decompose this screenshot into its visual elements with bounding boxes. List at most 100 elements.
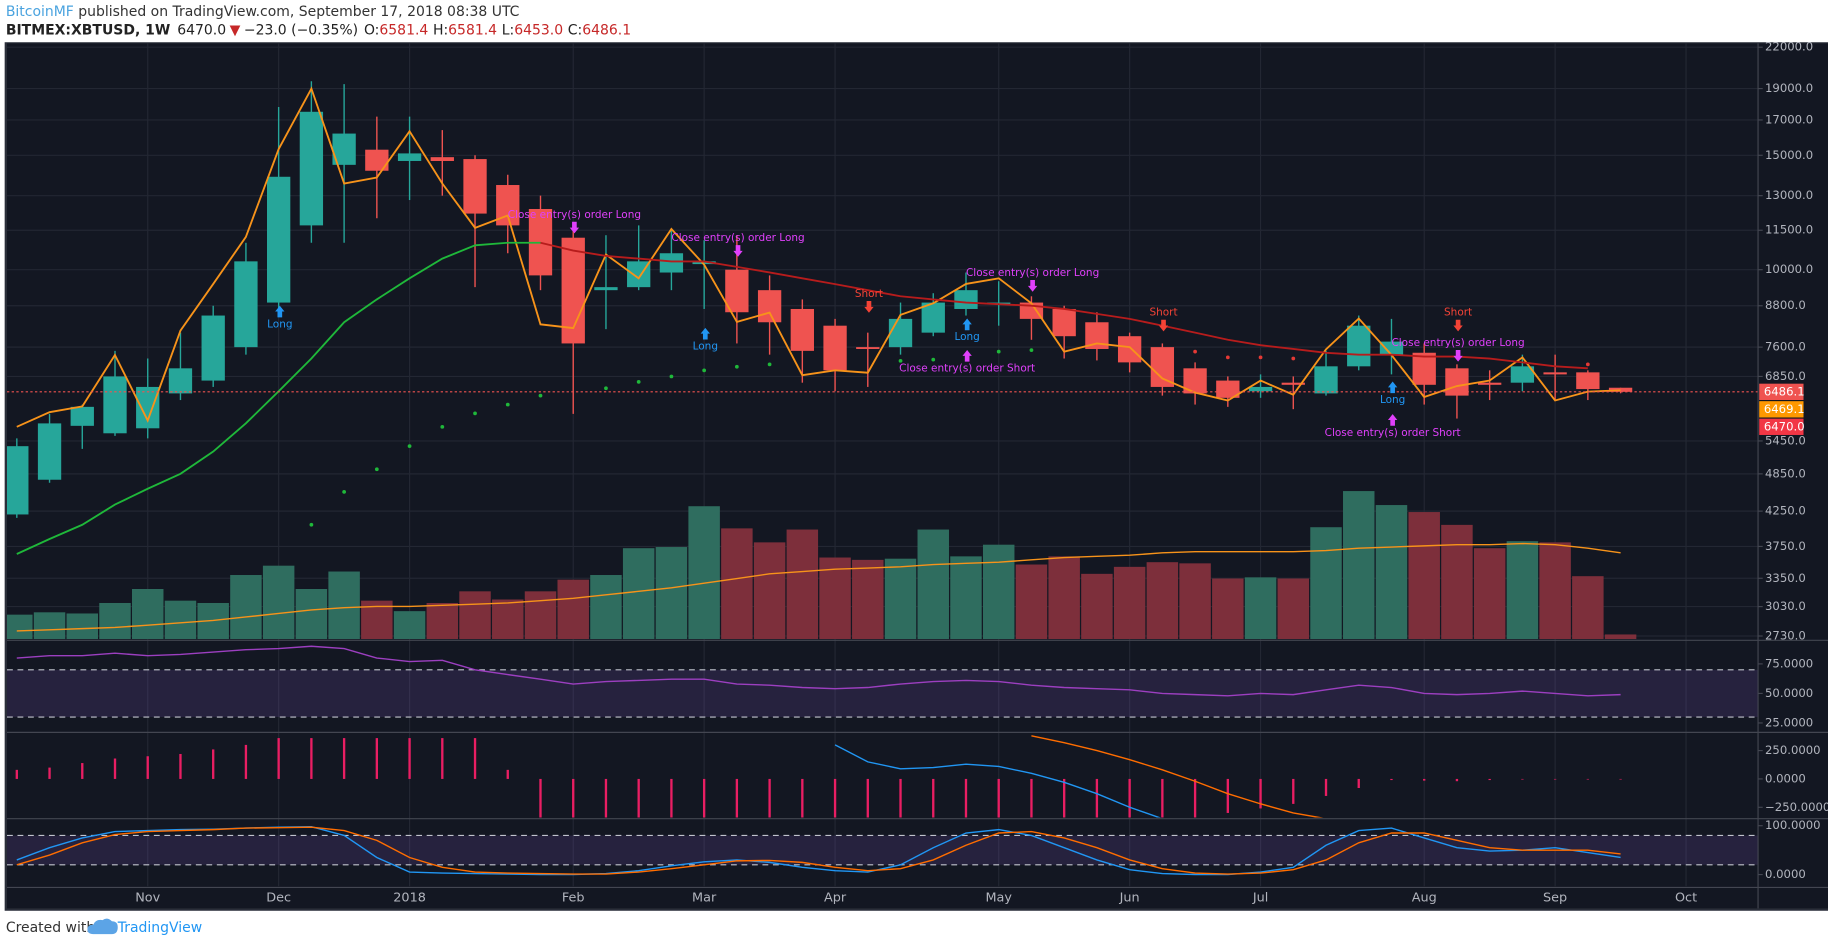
y-tick-label: 4250.0 [1765,504,1806,518]
sar-dot [636,379,641,384]
macd-histogram-bar [1455,778,1459,782]
candle-body [1281,382,1305,385]
brand-logo [87,918,118,935]
strategy-label: Close entry(s) order Short [899,363,1035,375]
candle-body [1510,366,1535,383]
price-tag [1759,418,1804,435]
macd-histogram-bar [866,778,869,818]
y-tick-label: 3030.0 [1765,599,1806,613]
sar-dot [669,374,674,379]
volume-bar [622,548,655,640]
y-tick-label: 11500.0 [1765,223,1813,237]
y-tick-label: 0.0000 [1765,771,1806,785]
change-arrow: ▼ [230,23,241,39]
volume-bar [557,579,589,640]
candle-body [1085,322,1109,349]
macd-histogram-bar [473,738,477,779]
sar-dot [767,362,772,367]
candle-body [168,368,193,394]
candle-body [266,176,291,303]
candle-body [954,290,978,309]
candle-body [1216,380,1240,398]
x-tick-label: 2018 [393,890,426,905]
author[interactable]: BitcoinMF [6,4,74,20]
volume-bar [6,614,33,640]
candle-body [1314,366,1338,394]
x-tick-label: Mar [692,890,717,905]
volume-bar [1604,634,1637,640]
candle-body [1379,341,1404,355]
volume-bar [753,542,786,640]
macd-histogram-bar [277,738,280,779]
y-tick-label: 22000.0 [1765,40,1813,54]
sar-dot [996,349,1001,354]
footer-brand[interactable]: TradingView [117,920,202,936]
low-value: 6453.0 [514,23,563,39]
volume-bar [852,559,884,640]
y-tick-label: 19000.0 [1765,81,1813,95]
sar-dot [1193,349,1197,354]
y-tick-label: 25.0000 [1765,715,1813,729]
candle-body [397,153,422,161]
volume-bar [1048,556,1080,640]
macd-histogram-bar [1586,778,1590,780]
strategy-arrow [569,221,580,234]
volume-bar [99,602,131,640]
strategy-label: Close entry(s) order Long [1391,337,1524,349]
strategy-arrow [962,318,972,331]
candle-body [692,261,716,265]
sar-dot [1585,362,1590,367]
candle-body [37,423,62,480]
sar-dot [374,467,379,472]
candle-body [659,253,684,273]
open-label: O: [364,23,379,39]
strategy-arrow [962,350,972,362]
candle-body [234,261,258,348]
macd-histogram-bar [1030,778,1033,818]
macd-histogram-bar [1390,778,1393,781]
macd-histogram-bar [48,767,51,779]
sar-dot [440,424,445,429]
candle-body [1052,308,1076,337]
volume-bar [1244,577,1277,640]
macd-histogram-bar [1226,778,1229,813]
macd-histogram-bar [15,769,18,779]
y-tick-label: 5450.0 [1765,433,1806,447]
candle-body [790,308,814,351]
x-tick-label: Sep [1543,890,1567,905]
candle-body [1412,352,1436,385]
volume-bar [1473,548,1506,640]
sar-dot [473,411,477,416]
volume-bar [819,557,851,640]
x-tick-label: Feb [562,890,585,905]
sar-dot [931,357,936,362]
volume-ma-line [16,542,1621,632]
low-label: L: [502,23,515,39]
candle-body [823,325,847,371]
volume-bar [393,611,426,640]
volume-bar [164,600,197,640]
volume-bar [688,506,720,640]
x-tick-label: Aug [1412,890,1437,905]
strategy-arrow [1453,350,1463,362]
plot-layer: Long Close entry(s) order Long Close entry… [6,43,1759,887]
sar-dot [1029,348,1034,352]
sar-dot [407,444,412,449]
volume-bar [230,575,262,640]
close-value: 6486.1 [582,23,631,39]
symbol: BITMEX:XBTUSD, 1W [6,23,170,39]
strategy-label: Close entry(s) order Short [1325,427,1461,439]
volume-bar [1506,541,1539,640]
volume-bar [721,528,753,640]
macd-histogram-bar [1488,778,1491,781]
y-tick-label: 10000.0 [1765,262,1813,276]
volume-bar [426,602,459,640]
volume-bar [1343,491,1375,640]
sar-dot [538,393,543,398]
candle-body [594,287,618,291]
x-tick-label: Apr [824,890,847,905]
high-label: H: [433,23,448,39]
strategy-arrow [275,305,285,318]
candle-body [430,157,454,161]
oscillator-line [16,645,1621,697]
